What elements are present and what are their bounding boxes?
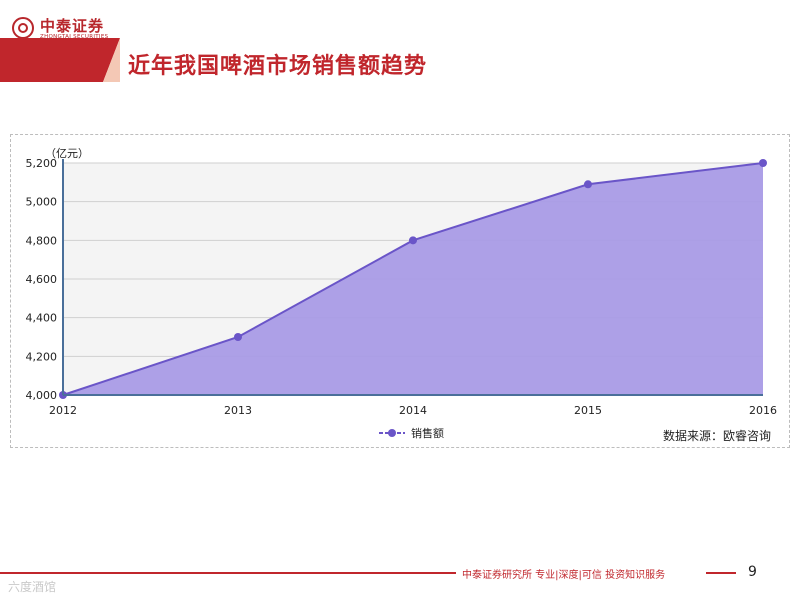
title-band-decoration	[0, 38, 120, 82]
chart-frame: 4,000 4,200 4,400 4,600 4,800 5,000 5,200 2012 2…	[10, 134, 790, 448]
y-tick-label-1: 4,200	[26, 350, 58, 363]
data-point-2015	[584, 180, 592, 189]
y-tick-label-0: 4,000	[26, 389, 58, 402]
watermark: 六度酒馆	[8, 580, 57, 594]
page-number: 9	[748, 564, 757, 580]
x-tick-label-2012: 2012	[49, 404, 77, 417]
y-unit-label: （亿元）	[45, 147, 89, 160]
data-point-2013	[234, 333, 242, 341]
page-title: 近年我国啤酒市场销售额趋势	[128, 54, 428, 79]
footer-divider-left	[0, 572, 456, 574]
sales-area-chart: 4,000 4,200 4,400 4,600 4,800 5,000 5,200 2012 2…	[26, 147, 778, 440]
title-band-red	[0, 38, 120, 82]
y-tick-label-2: 4,400	[26, 312, 58, 325]
title-band-accent	[103, 38, 120, 82]
source-note: 数据来源：欧睿咨询	[663, 429, 772, 443]
y-tick-label-3: 4,600	[26, 273, 58, 286]
logo-chinese-name: 中泰证券	[40, 17, 105, 35]
x-tick-label-2013: 2013	[224, 404, 252, 417]
x-tick-label-2015: 2015	[574, 404, 602, 417]
x-tick-label-2014: 2014	[399, 404, 427, 417]
data-point-2016	[759, 159, 767, 167]
legend-swatch-marker	[388, 429, 396, 437]
logo-mark-icon	[12, 17, 34, 39]
legend-label: 销售额	[411, 426, 444, 440]
footer-slogan: 中泰证券研究所 专业|深度|可信 投资知识服务	[462, 570, 666, 581]
y-tick-label-5: 5,000	[26, 196, 58, 209]
footer-divider-right	[706, 572, 736, 574]
y-tick-label-6: 5,200	[26, 157, 58, 170]
y-tick-label-4: 4,800	[26, 234, 58, 247]
data-point-2014	[409, 236, 417, 245]
logo-english-name: ZHONGTAI SECURITIES	[40, 34, 109, 40]
x-tick-label-2016: 2016	[749, 404, 777, 417]
